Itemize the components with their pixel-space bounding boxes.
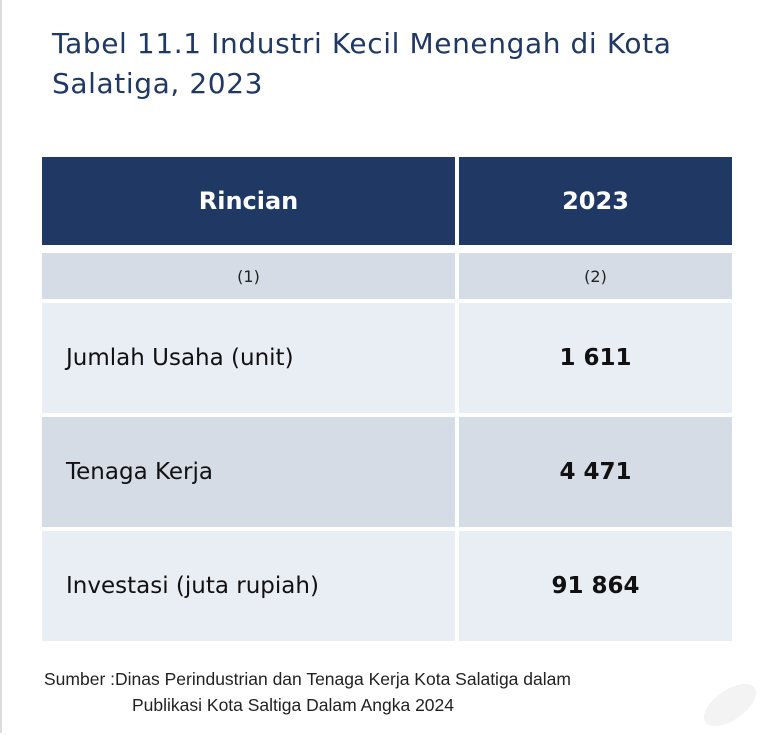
row-label: Tenaga Kerja (42, 417, 455, 527)
column-number-1: (1) (42, 253, 455, 299)
column-number-2: (2) (459, 253, 732, 299)
row-value: 1 611 (459, 303, 732, 413)
source-line-1: Sumber :Dinas Perindustrian dan Tenaga K… (44, 669, 571, 689)
data-table: Rincian 2023 (1) (2) Jumlah Usaha (unit)… (42, 157, 732, 645)
row-value: 4 471 (459, 417, 732, 527)
header-2023: 2023 (459, 157, 732, 245)
row-value: 91 864 (459, 531, 732, 641)
page-edge (0, 0, 2, 733)
table-row: Investasi (juta rupiah) 91 864 (42, 531, 732, 641)
source-note: Sumber :Dinas Perindustrian dan Tenaga K… (44, 666, 724, 718)
row-label: Jumlah Usaha (unit) (42, 303, 455, 413)
table-row: Jumlah Usaha (unit) 1 611 (42, 303, 732, 413)
row-label: Investasi (juta rupiah) (42, 531, 455, 641)
header-rincian: Rincian (42, 157, 455, 245)
table-header-row: Rincian 2023 (42, 157, 732, 245)
column-number-row: (1) (2) (42, 253, 732, 299)
table-title: Tabel 11.1 Industri Kecil Menengah di Ko… (52, 27, 672, 100)
source-line-2: Publikasi Kota Saltiga Dalam Angka 2024 (132, 695, 455, 715)
table-row: Tenaga Kerja 4 471 (42, 417, 732, 527)
